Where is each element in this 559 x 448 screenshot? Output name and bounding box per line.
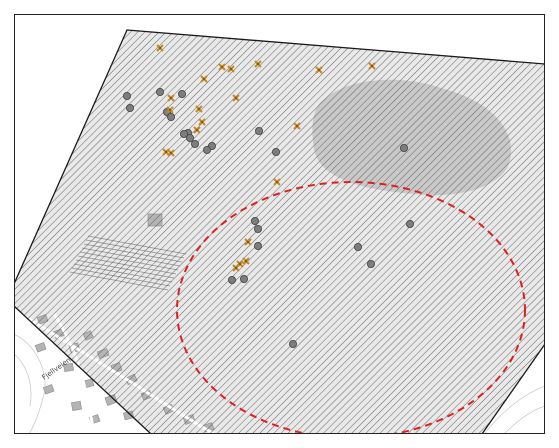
cross-marker[interactable] — [244, 238, 252, 246]
cross-marker[interactable] — [218, 63, 226, 71]
cross-marker-layer — [156, 44, 376, 272]
hatched-project-area — [14, 30, 545, 434]
circle-marker[interactable] — [126, 104, 135, 113]
circle-marker[interactable] — [185, 134, 194, 143]
circle-marker[interactable] — [155, 88, 164, 97]
focus-ellipse — [176, 181, 526, 434]
cross-marker[interactable] — [156, 44, 164, 52]
cross-marker[interactable] — [242, 257, 250, 265]
project-area-outline-south — [14, 305, 152, 434]
circle-marker[interactable] — [166, 113, 175, 122]
cross-marker[interactable] — [195, 105, 203, 113]
circle-marker[interactable] — [123, 92, 132, 101]
circle-marker[interactable] — [254, 127, 263, 136]
circle-marker[interactable] — [366, 259, 375, 268]
circle-marker[interactable] — [288, 339, 297, 348]
cross-marker[interactable] — [315, 66, 323, 74]
circle-marker[interactable] — [177, 90, 186, 99]
circle-marker[interactable] — [353, 242, 362, 251]
cross-marker[interactable] — [368, 62, 376, 70]
terrain-contours — [14, 333, 545, 434]
cross-marker[interactable] — [167, 149, 175, 157]
circle-marker[interactable] — [250, 216, 259, 225]
cross-marker[interactable] — [232, 264, 240, 272]
project-area-outline — [14, 29, 545, 285]
circle-marker[interactable] — [253, 241, 262, 250]
circle-marker[interactable] — [239, 274, 248, 283]
map-canvas[interactable]: Fjellveien — [14, 14, 545, 434]
circle-marker[interactable] — [405, 219, 414, 228]
cross-marker[interactable] — [254, 60, 262, 68]
cross-marker[interactable] — [198, 118, 206, 126]
cross-marker[interactable] — [193, 126, 201, 134]
circle-marker[interactable] — [271, 147, 280, 156]
cross-marker[interactable] — [200, 75, 208, 83]
circle-marker[interactable] — [227, 275, 236, 284]
circle-marker[interactable] — [179, 130, 188, 139]
circle-marker[interactable] — [253, 224, 262, 233]
circle-marker[interactable] — [399, 143, 408, 152]
project-area-outline-east — [481, 343, 545, 434]
circle-marker-layer — [123, 88, 414, 348]
cross-marker[interactable] — [166, 106, 174, 114]
cross-marker[interactable] — [273, 178, 281, 186]
circle-marker[interactable] — [202, 145, 211, 154]
cross-marker[interactable] — [227, 65, 235, 73]
cross-marker[interactable] — [293, 122, 301, 130]
circle-marker[interactable] — [190, 140, 199, 149]
cross-marker[interactable] — [232, 94, 240, 102]
cross-marker[interactable] — [167, 94, 175, 102]
